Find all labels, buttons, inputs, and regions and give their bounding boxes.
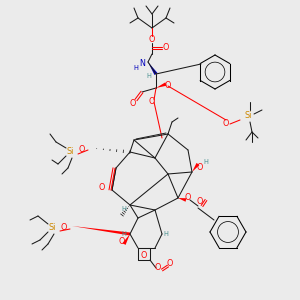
Text: Si: Si	[244, 112, 252, 121]
Text: H: H	[122, 231, 126, 237]
Text: Si: Si	[48, 224, 56, 232]
Polygon shape	[156, 82, 167, 88]
Text: O: O	[163, 44, 169, 52]
Text: O: O	[197, 164, 203, 172]
Text: H: H	[122, 206, 126, 212]
Text: H: H	[204, 159, 208, 165]
Text: O: O	[79, 146, 85, 154]
Text: O: O	[61, 224, 67, 232]
Text: O: O	[149, 98, 155, 106]
Text: O: O	[99, 184, 105, 193]
Text: O: O	[185, 194, 191, 202]
Text: O: O	[155, 263, 161, 272]
Text: O: O	[130, 100, 136, 109]
Text: N: N	[139, 59, 145, 68]
Polygon shape	[148, 62, 158, 75]
Polygon shape	[72, 226, 130, 236]
Text: O: O	[223, 119, 229, 128]
Text: O: O	[141, 250, 147, 260]
Text: H: H	[147, 73, 152, 79]
Text: O: O	[149, 34, 155, 43]
Polygon shape	[122, 234, 130, 245]
Text: H: H	[164, 231, 168, 237]
Text: O: O	[167, 260, 173, 268]
Text: O: O	[165, 82, 171, 91]
Polygon shape	[192, 163, 200, 172]
Text: O: O	[197, 197, 203, 206]
Text: Si: Si	[66, 148, 74, 157]
Text: H: H	[134, 65, 138, 71]
Polygon shape	[178, 198, 186, 202]
Text: O: O	[119, 238, 125, 247]
